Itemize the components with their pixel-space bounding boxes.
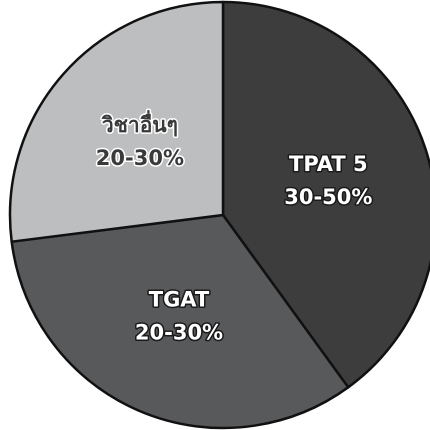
pie-label-tpat5: TPAT 5	[289, 152, 368, 176]
pie-label-other-subjects: วิชาอื่นๆ	[101, 109, 178, 137]
pie-value-tpat5: 30-50%	[284, 185, 372, 209]
pie-label-tgat: TGAT	[149, 288, 210, 312]
pie-value-tgat: 20-30%	[135, 321, 223, 345]
pie-slice-tgat	[10, 213, 350, 430]
pie-value-other-subjects: 20-30%	[96, 146, 184, 170]
pie-slice-tpat5	[221, 0, 430, 389]
pie-slice-other-subjects	[8, 0, 225, 243]
